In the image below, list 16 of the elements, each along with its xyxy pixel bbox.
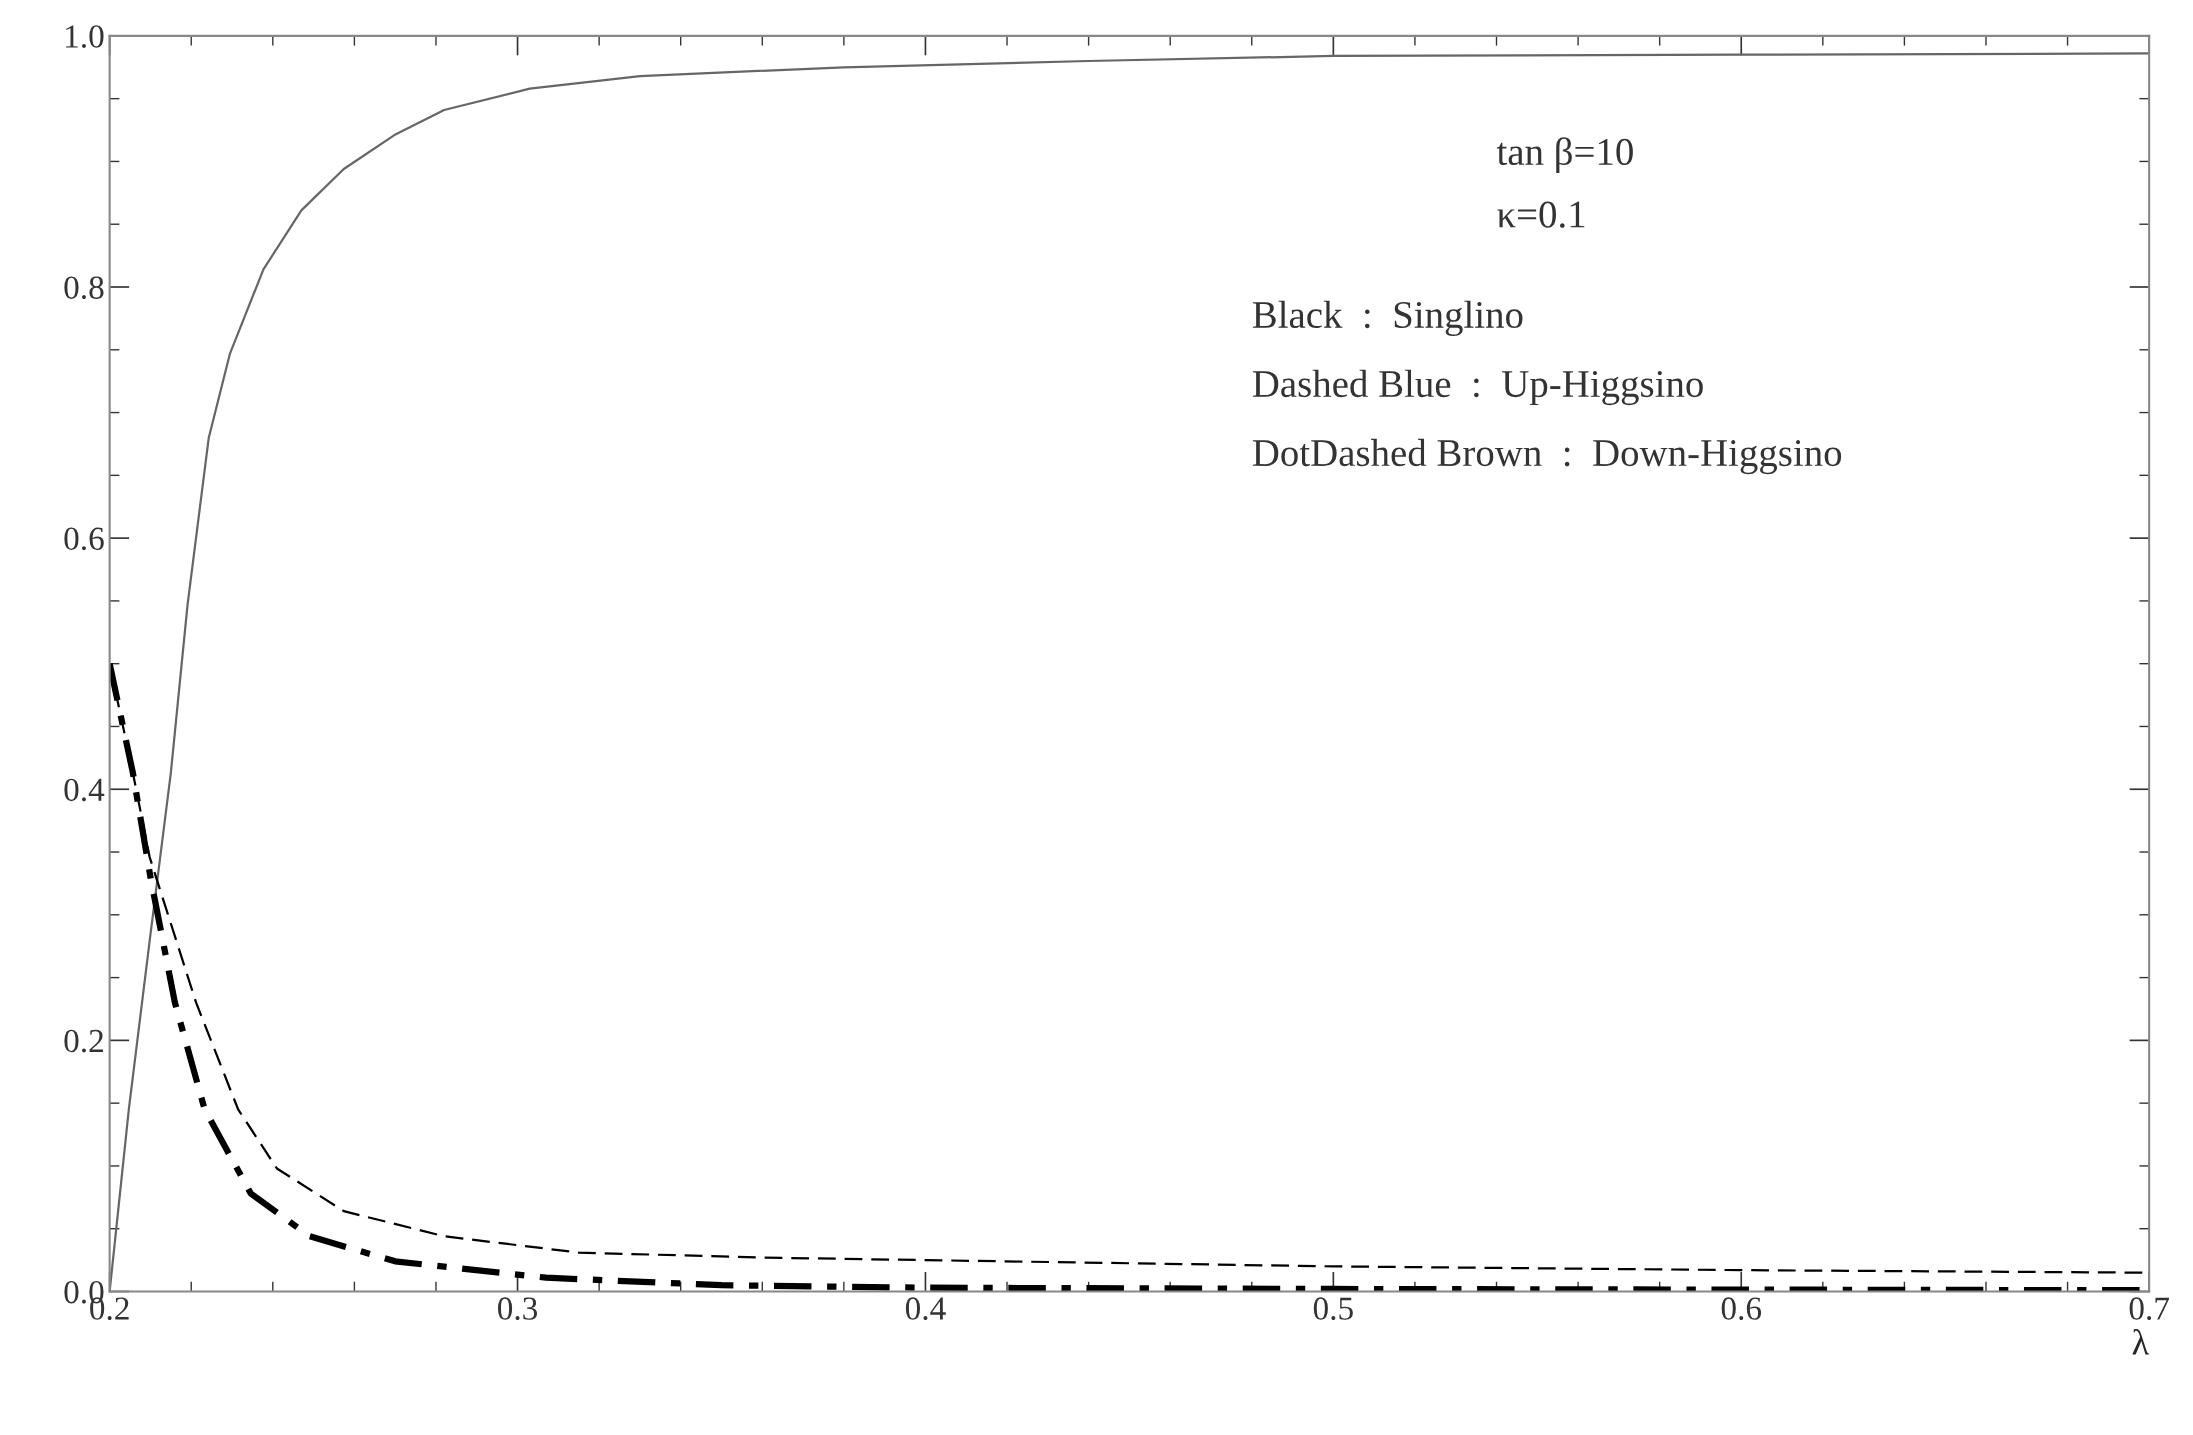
y-tick-label: 0.4 xyxy=(64,778,105,802)
y-tick-label: 1.0 xyxy=(66,25,104,48)
y-tick-label: 0.2 xyxy=(64,1029,103,1053)
x-axis-title: λ xyxy=(2132,1329,2149,1355)
annotation: Black : Singlino xyxy=(1252,300,1523,337)
x-tick-label: 0.6 xyxy=(1721,1297,1762,1320)
y-tick-label: 0.6 xyxy=(64,527,104,551)
x-tick-label: 0.3 xyxy=(497,1297,538,1320)
x-tick-label: 0.5 xyxy=(1313,1297,1353,1320)
annotation: tan β=10 xyxy=(1496,137,1633,173)
annotation: κ=0.1 xyxy=(1497,201,1585,228)
y-tick-label: 0.8 xyxy=(64,276,104,300)
annotation: Dashed Blue : Up-Higgsino xyxy=(1252,369,1703,406)
annotation: DotDashed Brown : Down-Higgsino xyxy=(1252,438,1842,475)
x-tick-label: 0.7 xyxy=(2129,1297,2170,1320)
x-tick-label: 0.4 xyxy=(905,1297,946,1320)
